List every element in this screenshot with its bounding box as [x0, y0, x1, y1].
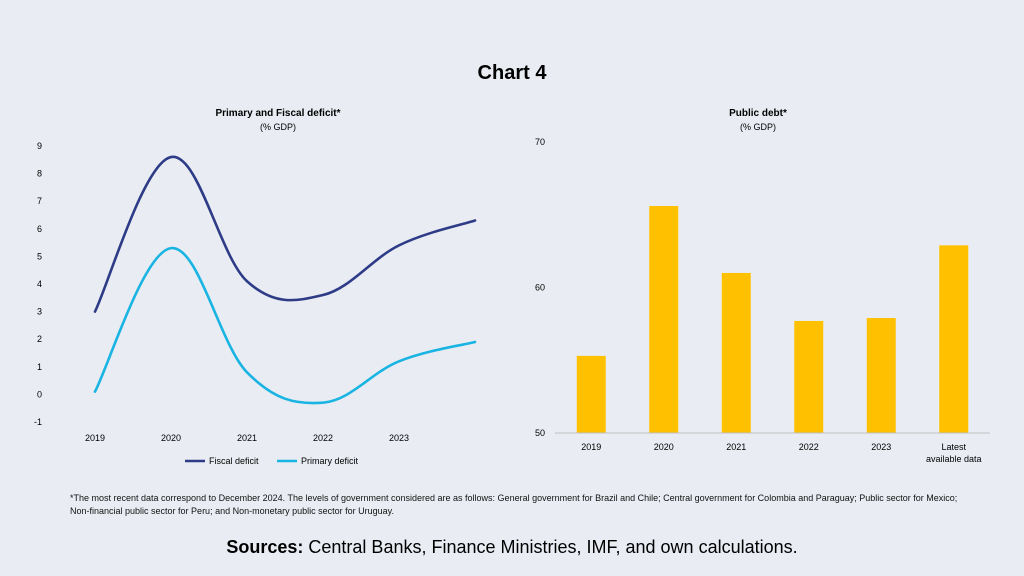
public-debt-bar-chart: Public debt* (% GDP) 50 60 70 2019 2020 2021 202…	[535, 108, 990, 464]
x-tick-label: 2022	[799, 442, 819, 452]
sources-label: Sources:	[226, 537, 304, 557]
line-chart-subtitle: (% GDP)	[260, 122, 296, 132]
x-tick-label: 2021	[726, 442, 746, 452]
y-tick-label: 7	[37, 196, 42, 206]
y-tick-label: 6	[37, 224, 42, 234]
fiscal-deficit-line	[93, 155, 477, 313]
y-tick-label: 9	[37, 141, 42, 151]
y-tick-label: 5	[37, 251, 42, 261]
x-tick-label: 2022	[313, 433, 333, 443]
x-tick-label: available data	[926, 454, 982, 464]
deficit-line-chart: Primary and Fiscal deficit* (% GDP) -1 0 1 2 3…	[34, 108, 477, 466]
debt-bar	[721, 272, 751, 433]
x-tick-label: 2021	[237, 433, 257, 443]
y-tick-label: 60	[535, 283, 545, 293]
x-tick-label: Latest	[941, 442, 966, 452]
y-tick-label: 8	[37, 169, 42, 179]
line-chart-title: Primary and Fiscal deficit*	[215, 108, 340, 119]
sources-line: Sources: Central Banks, Finance Ministri…	[0, 537, 1024, 558]
y-tick-label: 4	[37, 279, 42, 289]
x-tick-label: 2019	[85, 433, 105, 443]
y-tick-label: 0	[37, 389, 42, 399]
debt-bar	[794, 320, 824, 433]
line-chart-legend: Fiscal deficit Primary deficit	[185, 456, 359, 466]
x-tick-label: 2020	[161, 433, 181, 443]
legend-label: Primary deficit	[301, 456, 359, 466]
debt-bar	[649, 206, 679, 433]
bar-chart-subtitle: (% GDP)	[740, 122, 776, 132]
y-tick-label: 3	[37, 307, 42, 317]
primary-deficit-line	[93, 246, 477, 405]
debt-bar	[576, 355, 606, 433]
sources-text: Central Banks, Finance Ministries, IMF, …	[303, 537, 798, 557]
y-tick-label: 1	[37, 362, 42, 372]
y-tick-label: 2	[37, 334, 42, 344]
charts-canvas: Primary and Fiscal deficit* (% GDP) -1 0 1 2 3…	[34, 108, 990, 466]
footnote: *The most recent data correspond to Dece…	[70, 493, 958, 516]
x-tick-label: 2019	[581, 442, 601, 452]
debt-bar	[866, 318, 896, 433]
y-tick-label: 70	[535, 137, 545, 147]
bar-chart-title: Public debt*	[729, 108, 787, 119]
debt-bar	[939, 245, 969, 433]
x-tick-label: 2023	[389, 433, 409, 443]
x-tick-label: 2023	[871, 442, 891, 452]
y-tick-label: -1	[34, 417, 42, 427]
x-tick-label: 2020	[654, 442, 674, 452]
y-tick-label: 50	[535, 428, 545, 438]
page-title: Chart 4	[477, 62, 547, 84]
legend-label: Fiscal deficit	[209, 456, 259, 466]
